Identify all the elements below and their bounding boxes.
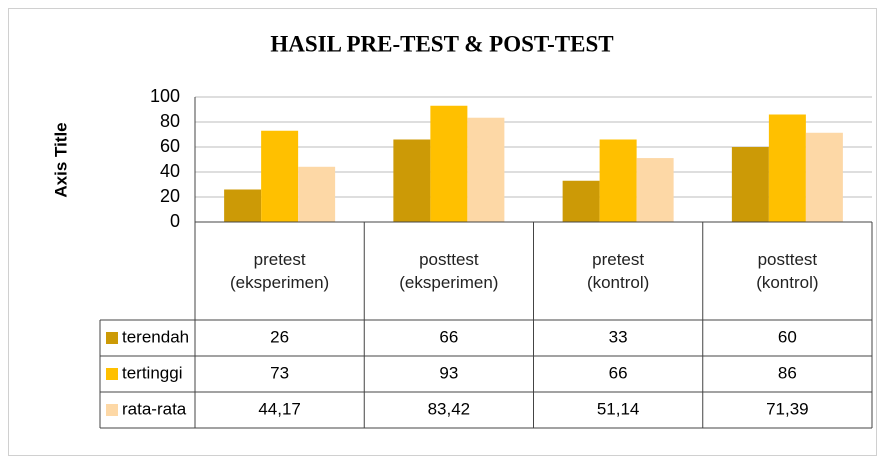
bar: [768, 114, 806, 222]
bar: [298, 166, 336, 222]
table-cell: 26: [270, 327, 289, 346]
x-tick-label: pretest (eksperimen): [195, 222, 364, 320]
legend-key: [106, 404, 118, 416]
table-cell: 73: [270, 363, 289, 382]
table-cell: 44,17: [258, 399, 301, 418]
legend-label: terendah: [122, 327, 189, 346]
legend-key: [106, 332, 118, 344]
bar: [731, 147, 769, 222]
y-tick-label: 80: [160, 111, 180, 131]
y-tick-label: 60: [160, 136, 180, 156]
category-text: posttest (eksperimen): [399, 250, 499, 292]
bar: [261, 130, 299, 222]
y-tick-label: 0: [170, 211, 180, 231]
category-text: pretest (eksperimen): [230, 250, 330, 292]
x-tick-label: posttest (kontrol): [703, 222, 872, 320]
bar: [805, 132, 843, 222]
table-cell: 51,14: [597, 399, 640, 418]
table-cell: 66: [609, 363, 628, 382]
bar: [636, 158, 674, 222]
bar: [562, 180, 600, 222]
x-tick-label: posttest (eksperimen): [364, 222, 533, 320]
table-cell: 83,42: [428, 399, 471, 418]
bar: [430, 105, 468, 222]
bar: [599, 139, 637, 222]
x-tick-label: pretest (kontrol): [534, 222, 703, 320]
chart-border: [8, 8, 877, 456]
table-cell: 33: [609, 327, 628, 346]
bar: [393, 139, 431, 222]
y-tick-label: 100: [150, 86, 180, 106]
table-cell: 71,39: [766, 399, 809, 418]
table-cell: 60: [778, 327, 797, 346]
y-tick-label: 20: [160, 186, 180, 206]
category-text: posttest (kontrol): [756, 250, 819, 292]
table-cell: 93: [439, 363, 458, 382]
y-axis-title: Axis Title: [51, 122, 70, 197]
legend-key: [106, 368, 118, 380]
table-cell: 66: [439, 327, 458, 346]
y-tick-label: 40: [160, 161, 180, 181]
bar: [467, 117, 505, 222]
category-text: pretest (kontrol): [586, 250, 650, 292]
chart-title: HASIL PRE-TEST & POST-TEST: [270, 31, 613, 56]
legend-label: rata-rata: [122, 399, 187, 418]
legend-label: tertinggi: [122, 363, 182, 382]
bar: [224, 189, 262, 222]
table-cell: 86: [778, 363, 797, 382]
